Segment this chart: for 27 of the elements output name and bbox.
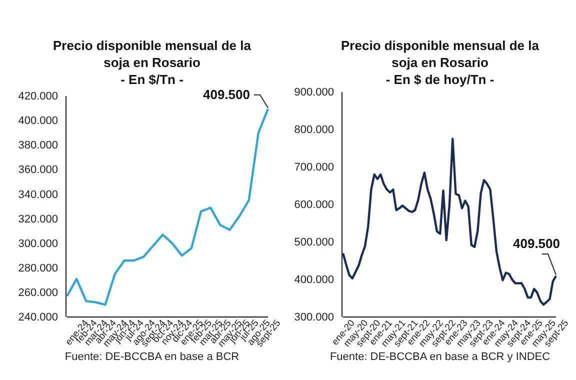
chart-title: Precio disponible mensual de la soja en Rosario [341,38,540,70]
y-tick-label: 320.000 [18,213,58,226]
chart-subtitle: - En $ de hoy/Tn - [386,72,494,87]
line-series [342,138,558,306]
y-tick-label: 900.000 [294,86,334,99]
y-tick-label: 260.000 [18,286,58,299]
y-tick-label: 500.000 [294,236,334,249]
annotation: 409.500 [203,86,250,102]
y-tick-label: 800.000 [294,124,334,136]
chart-title: Precio disponible mensual de la soja en Rosario [53,38,252,70]
y-tick-label: 360.000 [18,164,58,176]
y-tick-label: 600.000 [294,199,334,212]
chart-subtitle: - En $/Tn - [120,72,184,87]
source-note: Fuente: DE-BCCBA en base a BCR [64,351,240,363]
y-tick-label: 420.000 [18,90,58,103]
y-tick-label: 400.000 [294,274,334,286]
y-tick-label: 240.000 [18,312,58,324]
y-tick-label: 300.000 [294,312,334,324]
annotation: 409.500 [513,236,560,251]
source-note: Fuente: DE-BCCBA en base a BCR y INDEC [330,351,550,363]
y-tick-label: 340.000 [18,188,58,201]
y-tick-label: 280.000 [18,262,58,274]
y-tick-label: 380.000 [18,140,58,152]
y-tick-label: 300.000 [18,238,58,250]
line-series [66,108,270,306]
y-tick-label: 400.000 [18,115,58,128]
y-tick-label: 700.000 [294,162,334,174]
